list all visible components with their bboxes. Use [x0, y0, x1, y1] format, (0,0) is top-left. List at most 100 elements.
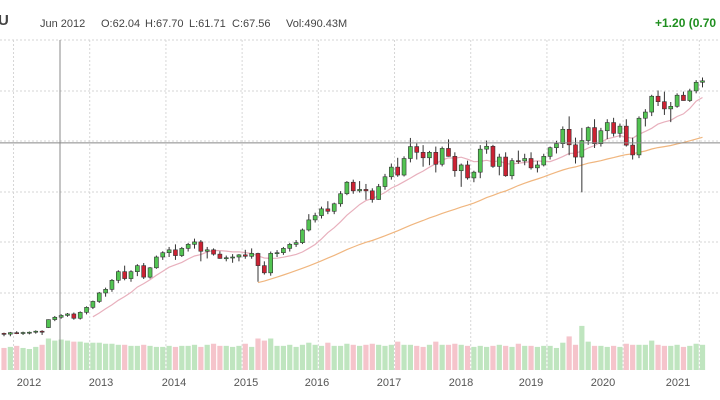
volume-bar [268, 338, 274, 370]
volume-bar [490, 345, 496, 370]
candle-body [585, 127, 591, 141]
volume-bar [255, 338, 261, 370]
volume-bar [261, 340, 267, 370]
volume-bar [71, 341, 77, 370]
volume-bar [433, 341, 439, 370]
volume-bar [458, 344, 464, 370]
candle-body [128, 271, 134, 279]
x-axis: 2012 2013 2014 2015 2016 2017 2018 2019 2020 2021 [17, 377, 690, 389]
candle-body [109, 280, 115, 290]
volume-bar [179, 345, 185, 370]
volume-bar [141, 344, 147, 370]
candle-body [623, 125, 629, 146]
candle-body [147, 267, 153, 278]
candle-body [693, 81, 699, 92]
volume-bar [471, 346, 477, 370]
header-change: +1.20 (0.70 [655, 16, 716, 30]
volume-bar [630, 344, 636, 370]
volume-bar [464, 345, 471, 370]
volume-bar [591, 345, 598, 370]
candle-body [427, 152, 432, 159]
volume-bar [560, 342, 566, 370]
volume-bar [699, 344, 706, 370]
volume-bar [90, 342, 96, 370]
candle-body [350, 181, 356, 192]
x-tick-label: 2019 [519, 377, 543, 389]
volume-bar [388, 344, 394, 370]
candle-body [211, 249, 216, 255]
volume-bar [414, 345, 420, 370]
candle-body [509, 160, 515, 177]
candle-body [420, 152, 426, 159]
candle-body [490, 145, 496, 167]
symbol-label: U [0, 12, 9, 29]
candle-body [535, 164, 540, 169]
volume-bar [77, 341, 83, 370]
volume-bar [337, 345, 344, 370]
candle-body [414, 146, 420, 153]
volume-bar [503, 345, 509, 370]
volume-bar [172, 346, 179, 370]
candle-body [389, 166, 394, 178]
volume-bar [661, 345, 667, 370]
candle-body [154, 256, 159, 269]
volume-bar [598, 345, 604, 370]
candle-body [300, 229, 305, 243]
volume-bar [217, 345, 223, 370]
volume-bar [306, 342, 312, 370]
header-open: O:62.04 [101, 18, 140, 30]
moving-average-lines [92, 96, 703, 318]
candle-body [8, 332, 13, 335]
candle-body [662, 101, 667, 110]
candle-body [306, 219, 312, 231]
candle-body [33, 330, 39, 333]
header-close: C:67.56 [232, 18, 271, 30]
candle-body [90, 301, 96, 308]
candle-body [452, 156, 458, 172]
volume-bar [484, 346, 490, 370]
volume-bar [52, 340, 58, 370]
volume-bar [541, 345, 547, 370]
x-tick-label: 2020 [591, 377, 615, 389]
volume-bar [395, 341, 401, 370]
volume-bar [7, 346, 13, 370]
candle-body [471, 171, 477, 179]
volume-bar [344, 343, 350, 370]
volume-bar [185, 345, 191, 370]
candle-body [401, 158, 407, 176]
candle-body [604, 122, 610, 132]
candle-body [96, 292, 102, 302]
candle-body [547, 147, 553, 157]
volume-bar [401, 344, 407, 370]
candle-body [484, 145, 489, 150]
candle-body [579, 140, 585, 158]
candle-body [293, 242, 299, 245]
x-tick-label: 2014 [162, 377, 186, 389]
candle-body [681, 94, 686, 101]
volume-bar [103, 343, 109, 370]
volume-bar [674, 344, 680, 370]
volume-bar [14, 345, 20, 370]
volume-bar [350, 344, 356, 370]
volume-bar [115, 344, 121, 370]
grid-lines [0, 39, 720, 370]
candle-body [496, 156, 502, 167]
x-tick-label: 2016 [305, 377, 329, 389]
volume-bar [357, 345, 363, 370]
volume-bar [191, 344, 198, 370]
candle-body [369, 190, 375, 200]
volume-bar [236, 345, 242, 370]
volume-bar [363, 344, 369, 370]
volume-bar [20, 347, 26, 370]
volume-bar [382, 345, 388, 370]
candle-body [363, 189, 369, 192]
candle-body [236, 254, 242, 258]
header-date: Jun 2012 [40, 18, 85, 30]
volume-bar [147, 345, 153, 370]
volume-bar [426, 344, 433, 370]
volume-bar [445, 344, 452, 370]
volume-bar [312, 344, 318, 370]
volume-bar [496, 344, 502, 370]
candle-body [439, 148, 445, 165]
